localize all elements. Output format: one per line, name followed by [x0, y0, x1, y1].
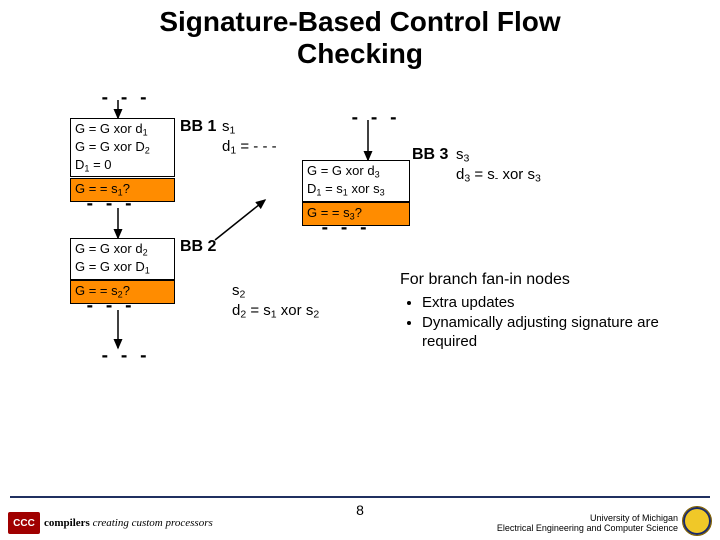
edge-arrow-4 — [215, 200, 265, 240]
bb2-label: BB 2 — [180, 238, 216, 256]
univ-line-1: University of Michigan — [590, 513, 678, 523]
bb2-dash-far: - - - — [100, 346, 148, 365]
university-seal-icon — [682, 506, 712, 536]
ccc-logo: CCC compilers creating custom processors — [8, 512, 213, 534]
bb3-side-signature: s3d3 = s- xor s3 — [456, 146, 541, 184]
fanin-lead: For branch fan-in nodes — [400, 270, 700, 291]
title-line-2: Checking — [297, 38, 423, 69]
diagram-canvas: BB 1G = G xor d1G = G xor D2D1 = 0G = = … — [0, 70, 720, 510]
univ-line-2: Electrical Engineering and Computer Scie… — [497, 523, 678, 533]
bb2-box-instructions: G = G xor d2G = G xor D1 — [70, 238, 175, 279]
ccc-badge-icon: CCC — [8, 512, 40, 534]
bb3-label: BB 3 — [412, 146, 448, 164]
ccc-logo-italic: creating custom processors — [90, 517, 213, 529]
bb1-box-instructions: G = G xor d1G = G xor D2D1 = 0 — [70, 118, 175, 177]
fanin-note: For branch fan-in nodesExtra updatesDyna… — [400, 270, 700, 351]
ccc-logo-bold: compilers — [44, 517, 90, 529]
bb1-label: BB 1 — [180, 118, 216, 136]
bb2-dash-below: - - - — [85, 296, 133, 315]
fanin-bullet-1: Dynamically adjusting signature are requ… — [422, 313, 700, 352]
university-credit: University of Michigan Electrical Engine… — [497, 514, 678, 534]
title-line-1: Signature-Based Control Flow — [159, 6, 560, 37]
bb1-dash-above: - - - — [100, 88, 148, 107]
bb3-dash-above: - - - — [350, 108, 398, 127]
fanin-bullet-0: Extra updates — [422, 293, 700, 313]
ccc-logo-text: compilers creating custom processors — [44, 517, 213, 529]
bb3-box-instructions: G = G xor d3D1 = s1 xor s3 — [302, 160, 410, 201]
slide-footer: 8 University of Michigan Electrical Engi… — [0, 496, 720, 540]
bb1-dash-below: - - - — [85, 194, 133, 213]
bb3-dash-below: - - - — [320, 218, 368, 237]
footer-divider — [10, 496, 710, 498]
bb2-side-signature: s2d2 = s1 xor s2 — [232, 282, 319, 320]
bb1-side-signature: s1d1 = - - - — [222, 118, 277, 156]
